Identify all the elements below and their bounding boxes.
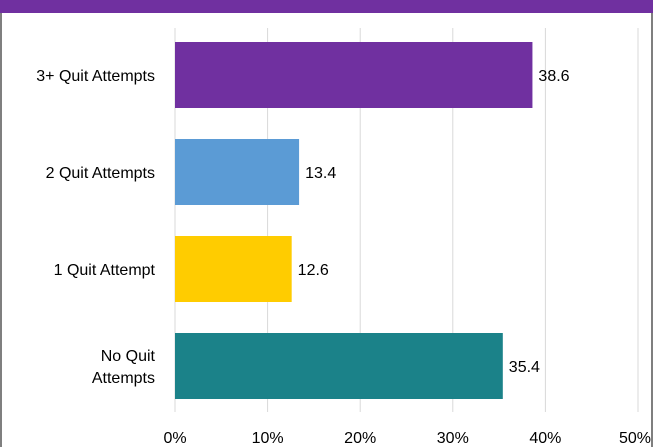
- data-label: 12.6: [298, 262, 329, 279]
- data-label: 13.4: [305, 165, 336, 182]
- frame-right-border: [651, 13, 653, 447]
- category-label: 2 Quit Attempts: [46, 165, 155, 182]
- x-tick-label: 10%: [252, 430, 284, 447]
- category-label: Attempts: [92, 370, 155, 387]
- x-tick-label: 0%: [163, 430, 186, 447]
- x-tick-label: 20%: [344, 430, 376, 447]
- category-label: 3+ Quit Attempts: [36, 68, 155, 85]
- bar: [175, 333, 503, 399]
- data-label: 35.4: [509, 359, 540, 376]
- bar: [175, 139, 300, 205]
- category-label: No Quit: [101, 348, 156, 365]
- data-label: 38.6: [538, 68, 569, 85]
- x-tick-label: 30%: [437, 430, 469, 447]
- x-tick-label: 50%: [619, 430, 651, 447]
- x-tick-label: 40%: [529, 430, 561, 447]
- bar: [175, 42, 533, 108]
- category-label: 1 Quit Attempt: [54, 262, 156, 279]
- frame-left-border: [0, 13, 2, 447]
- bar: [175, 236, 292, 302]
- header-band: [0, 0, 653, 13]
